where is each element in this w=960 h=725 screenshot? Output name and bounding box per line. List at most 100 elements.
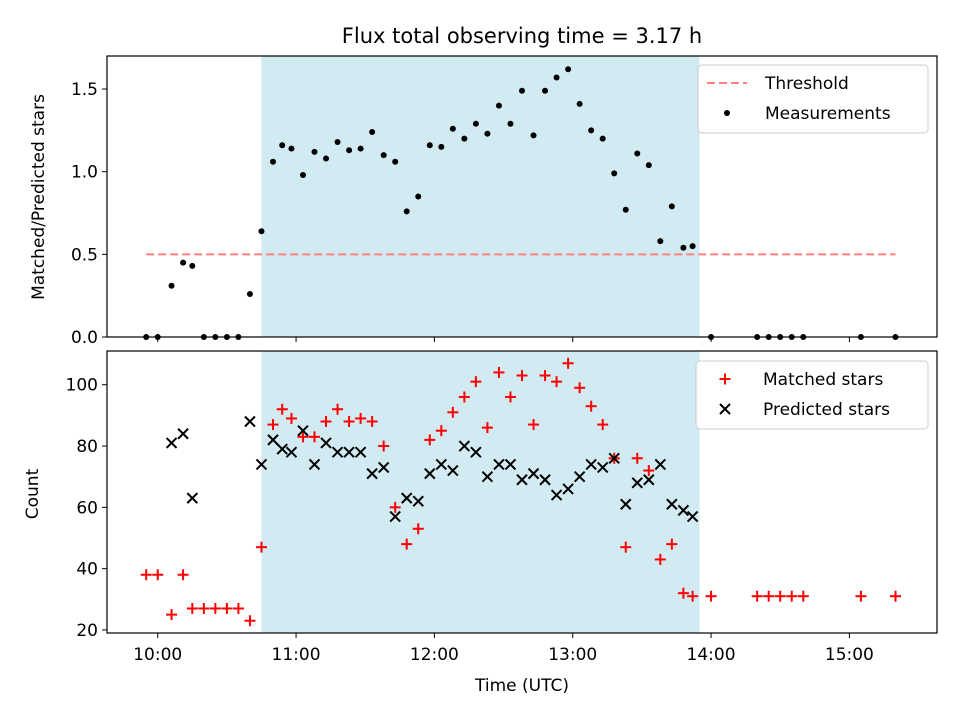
predicted-point [177,428,189,440]
matched-point [198,602,210,614]
predicted-point [186,492,199,504]
predicted-marker-b [412,495,424,507]
predicted-point [308,458,321,471]
top-shaded-region [261,56,700,337]
measurement-point [270,158,276,165]
predicted-marker-b [493,458,505,471]
measurement-point [668,203,675,210]
measurement-point [634,150,641,157]
predicted-marker-b [377,461,390,474]
legend-matched-symbol [719,373,731,385]
measurement-point [611,170,618,177]
measurement-point [334,138,341,145]
matched-point [687,590,699,602]
predicted-point [244,415,256,428]
predicted-marker-b [686,510,699,523]
predicted-point [255,458,268,471]
predicted-point [539,474,551,486]
x-tick-label: 13:00 [548,645,597,665]
measurement-point [645,162,652,169]
measurement-point [246,291,253,298]
measurement-point [426,142,433,149]
predicted-marker-b [297,424,309,437]
bottom-y-tick-label: 80 [76,437,98,457]
bottom-legend-box [695,360,929,430]
predicted-marker-b [343,446,355,458]
predicted-point [377,461,390,474]
predicted-point [643,474,655,486]
matched-point [447,406,459,418]
predicted-point [654,458,667,471]
measurement-point [495,102,502,109]
matched-point [677,587,689,599]
predicted-point [516,474,528,486]
x-tick-label: 14:00 [687,645,736,665]
matched-point [666,538,678,550]
matched-point [574,382,586,394]
predicted-marker-b [424,467,436,480]
predicted-point [527,467,540,480]
matched-point [631,452,643,464]
measurement-point [530,132,537,139]
matched-point [232,602,244,614]
predicted-point [165,437,178,449]
bottom-panel: 20 40 60 80 100 10:00 11:00 12:00 13:00 14:00 15:0… [66,350,938,665]
measurement-point [680,244,687,251]
matched-point [152,569,164,581]
measurement-point [392,158,399,165]
predicted-marker-b [435,458,448,471]
predicted-marker-b [354,446,367,458]
matched-point [244,615,256,627]
predicted-marker-b [447,464,459,477]
measurement-point [403,208,410,215]
predicted-point [470,446,482,458]
matched-point [654,553,666,565]
matched-point [528,419,540,431]
matched-point [276,403,288,415]
predicted-marker-b [320,437,332,449]
x-tick-label: 11:00 [272,645,321,665]
bottom-y-tick-label: 40 [76,560,98,580]
predicted-marker-b [285,446,298,458]
matched-point [458,391,470,403]
predicted-marker-b [585,458,597,471]
measurement-point [657,238,664,245]
top-legend-box [697,64,929,134]
top-legend: Threshold Measurements [697,64,929,134]
top-y-tick-label: 1.5 [71,80,98,100]
matched-point [401,538,413,550]
predicted-marker-b [677,504,690,517]
matched-point [643,465,655,477]
predicted-point [331,446,344,458]
measurement-point [449,125,456,132]
predicted-point [481,470,494,483]
top-axes-frame [106,55,938,338]
bottom-markers [140,357,901,627]
measurement-point [599,135,606,142]
matched-point [177,569,189,581]
matched-point [620,541,632,553]
predicted-marker-b [596,461,609,474]
top-markers [143,66,899,340]
matched-point [763,590,775,602]
predicted-point [424,467,436,480]
matched-point [504,391,516,403]
legend-predicted-symbol [719,403,731,415]
predicted-point [458,440,471,452]
matched-point [166,609,178,621]
predicted-marker-b [539,474,551,486]
matched-point [366,416,378,427]
matched-point [186,602,198,614]
measurement-point [519,87,525,94]
predicted-marker-b [666,498,678,510]
predicted-point [412,495,424,507]
predicted-marker-b [654,458,667,471]
top-legend-entry-label: Measurements [765,104,891,124]
predicted-point [343,446,355,458]
measurement-point [299,172,306,179]
predicted-marker-b [389,510,401,523]
measurement-point [622,206,629,213]
bottom-y-tick-label: 20 [76,621,98,641]
matched-point [343,416,355,427]
